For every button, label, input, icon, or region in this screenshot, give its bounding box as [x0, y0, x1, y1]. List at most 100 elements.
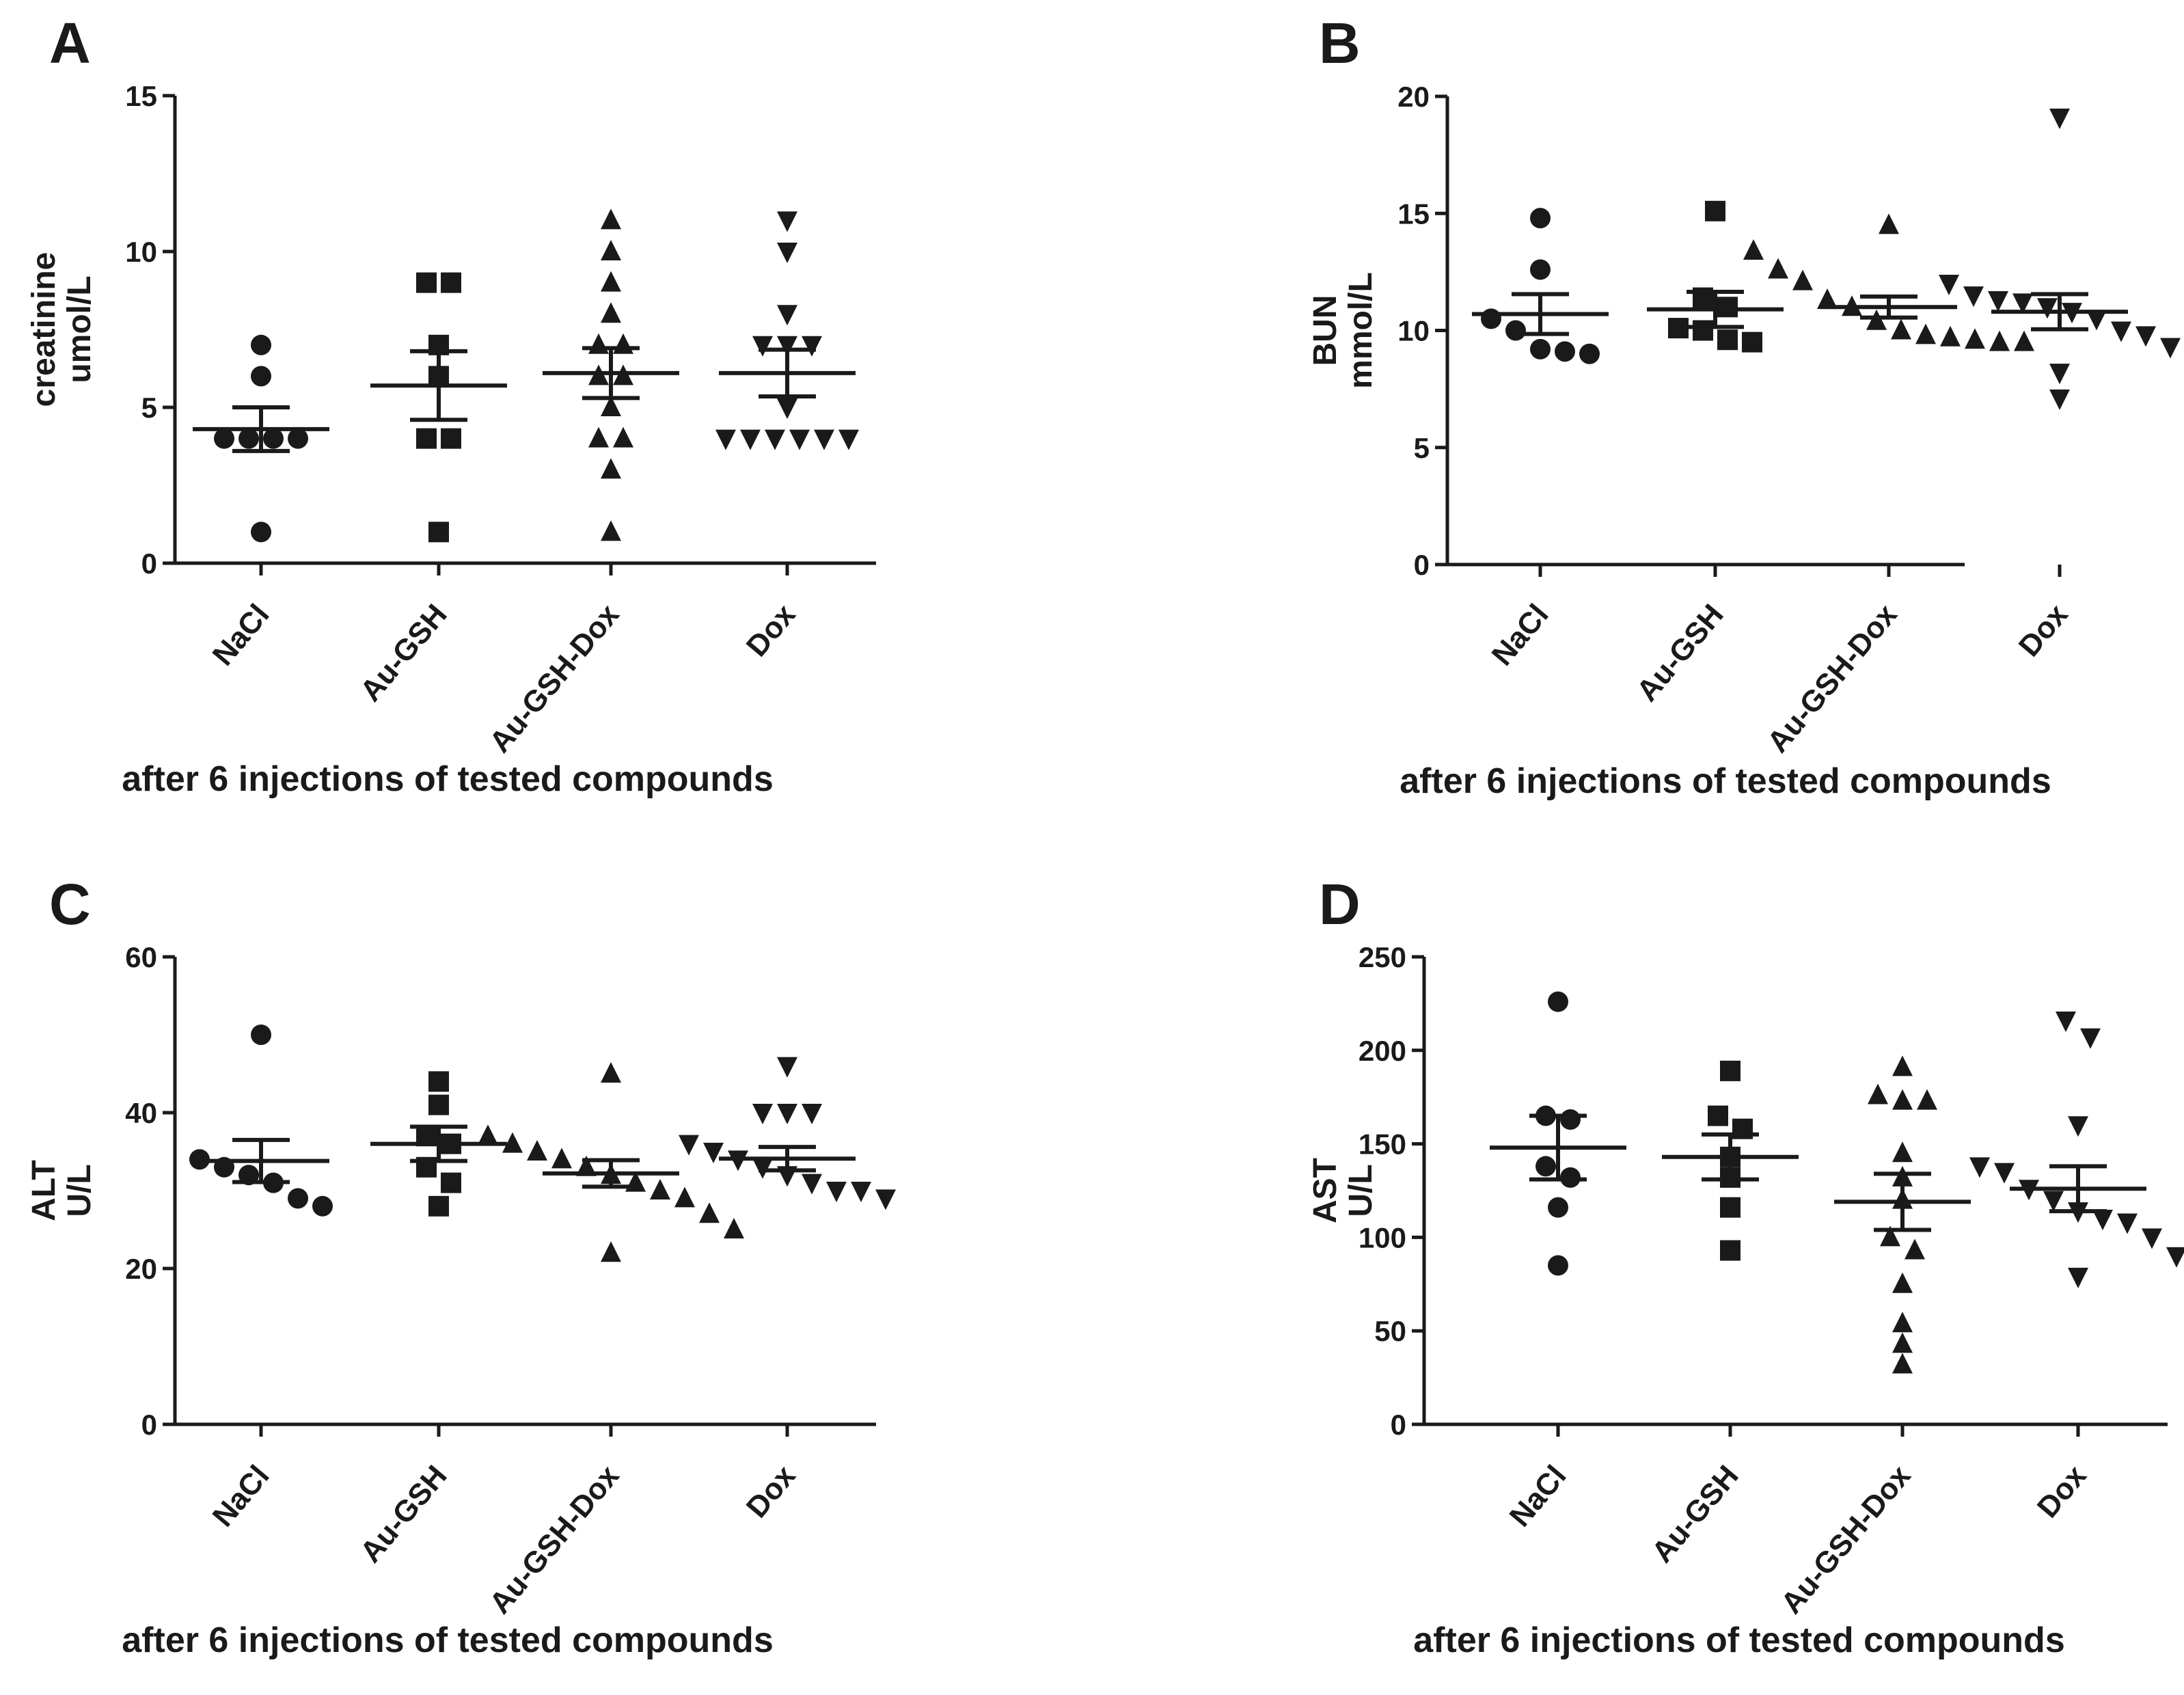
data-point	[1720, 1240, 1741, 1261]
y-tick-label: 5	[141, 392, 157, 424]
data-point	[724, 1218, 744, 1238]
data-point	[1555, 341, 1575, 362]
data-point	[1717, 297, 1738, 318]
x-tick-label: NaCl	[206, 598, 276, 672]
x-tick-label: NaCl	[1503, 1459, 1573, 1533]
series-au-gsh	[1662, 1060, 1799, 1261]
x-tick-label: Au-GSH	[354, 598, 454, 708]
panel-a: A 0 5 10 15 creatinineumol/L NaCl Au-GSH Au-GSH-…	[26, 11, 876, 799]
data-point	[478, 1124, 498, 1145]
data-point	[601, 1062, 621, 1083]
data-point	[428, 1071, 449, 1092]
data-point	[2068, 1267, 2088, 1288]
data-point	[1693, 320, 1713, 341]
data-point	[1892, 1353, 1913, 1374]
data-point	[650, 1179, 670, 1199]
data-point	[288, 1188, 308, 1209]
data-point	[715, 429, 736, 450]
data-point	[214, 428, 234, 449]
y-axis-label: ASTU/L	[1307, 1158, 1379, 1223]
data-point	[601, 271, 621, 292]
data-point	[441, 272, 461, 293]
series-nacl	[193, 334, 329, 543]
data-point	[2160, 338, 2181, 359]
data-point	[777, 305, 797, 326]
data-point	[251, 1025, 271, 1045]
data-point	[826, 1182, 847, 1202]
y-tick-label: 60	[125, 941, 157, 973]
data-point	[2012, 293, 2033, 314]
series-au-gsh	[1647, 200, 1784, 353]
x-tick-label: NaCl	[1486, 598, 1555, 672]
series-au-gsh-dox	[1834, 1055, 1971, 1374]
data-point	[251, 521, 271, 543]
data-point	[1548, 991, 1568, 1012]
data-point	[1915, 323, 1936, 344]
x-tick-label: Dox	[740, 598, 802, 664]
data-point	[674, 1186, 695, 1208]
data-point	[601, 520, 621, 541]
y-axis-label-line: U/L	[1343, 1164, 1379, 1217]
data-point	[2111, 321, 2131, 342]
y-axis-label: creatinineumol/L	[26, 252, 98, 407]
data-point	[312, 1195, 333, 1217]
x-axis-label: after 6 injections of tested compounds	[122, 759, 773, 799]
data-point	[238, 428, 259, 449]
y-tick-label: 10	[1397, 315, 1430, 347]
y-tick-label: 100	[1359, 1221, 1406, 1253]
data-point	[1668, 318, 1689, 339]
data-point	[1817, 288, 1838, 309]
y-tick-label: 200	[1359, 1035, 1406, 1067]
series-au-gsh	[370, 272, 507, 543]
y-tick-label: 0	[1391, 1409, 1406, 1441]
data-point	[2014, 330, 2034, 351]
panel-c: C 0 20 40 60 ALTU/L NaCl Au-GSH Au-GSH-Dox Dox aft…	[26, 872, 896, 1660]
data-point	[1792, 269, 1813, 290]
data-point	[1535, 1156, 1556, 1177]
data-point	[601, 458, 621, 479]
data-point	[2142, 1228, 2162, 1249]
data-point	[740, 429, 761, 450]
data-point	[441, 428, 461, 449]
y-tick-label: 0	[1414, 549, 1430, 581]
data-point	[2049, 389, 2070, 410]
data-point	[777, 211, 797, 232]
data-point	[1940, 325, 1961, 347]
data-point	[752, 1104, 773, 1124]
x-tick-label: Au-GSH	[354, 1459, 454, 1569]
x-tick-label: Au-GSH	[1630, 598, 1730, 708]
data-point	[613, 426, 633, 448]
x-axis-label: after 6 injections of tested compounds	[122, 1621, 773, 1660]
panel-b: B 0 5 10 15 20 BUNmmol/L NaCl Au-GSH Au-GSH-Dox Do…	[1307, 11, 2181, 801]
y-axis-label-line: ALT	[26, 1160, 62, 1221]
series-au-gsh-dox	[478, 1062, 744, 1262]
data-point	[428, 1195, 449, 1217]
data-point	[875, 1189, 896, 1210]
data-point	[1548, 1255, 1568, 1276]
series-nacl	[1490, 991, 1626, 1276]
data-point	[1965, 328, 1985, 349]
data-point	[703, 1143, 724, 1163]
data-point	[2092, 1210, 2113, 1231]
data-point	[765, 429, 785, 450]
series-dox	[679, 1057, 896, 1210]
series-dox	[715, 211, 859, 450]
y-tick-label: 0	[141, 547, 157, 580]
data-point	[428, 1094, 449, 1115]
data-point	[1892, 1055, 1913, 1076]
y-tick-label: 5	[1414, 432, 1430, 464]
series-dox	[1969, 1012, 2184, 1288]
data-point	[288, 428, 308, 449]
data-point	[1988, 290, 2008, 312]
panel-d: D 0 50 100 150 200 250 ASTU/L NaCl Au-GSH Au-GSH-D…	[1307, 872, 2184, 1660]
data-point	[1768, 258, 1788, 279]
series-nacl	[189, 1025, 333, 1217]
series-au-gsh-dox	[1743, 213, 2034, 351]
data-point	[1548, 1197, 1568, 1218]
data-point	[1705, 200, 1725, 221]
x-tick-label: Dox	[740, 1459, 802, 1525]
x-tick-label: Dox	[2012, 598, 2075, 664]
data-point	[576, 1155, 597, 1176]
panel-letter: B	[1319, 11, 1361, 75]
data-point	[802, 1104, 822, 1124]
